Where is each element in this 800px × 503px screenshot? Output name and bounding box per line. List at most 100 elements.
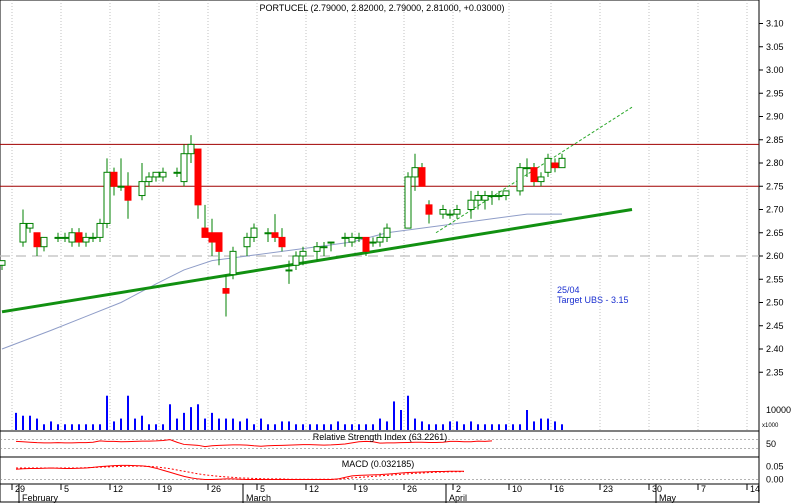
candle xyxy=(54,232,62,243)
volume-bar xyxy=(428,424,430,430)
date-tick-label: 2 xyxy=(456,484,461,494)
macd-line xyxy=(15,464,464,480)
volume-bar xyxy=(414,418,416,430)
month-label: March xyxy=(246,493,271,503)
candle xyxy=(327,241,335,252)
month-label: May xyxy=(659,493,677,503)
candle xyxy=(194,148,202,219)
candle xyxy=(68,228,76,247)
candle-body xyxy=(152,171,160,178)
volume-bar xyxy=(225,418,227,430)
month-label: February xyxy=(22,493,59,503)
candle xyxy=(362,236,370,256)
candle-body xyxy=(418,167,426,187)
candle xyxy=(537,172,545,187)
volume-bar xyxy=(442,424,444,430)
rsi-line xyxy=(15,439,493,448)
volume-bar xyxy=(15,412,17,430)
date-tick-label: 5 xyxy=(260,484,265,494)
candle xyxy=(523,158,531,177)
month-label: April xyxy=(449,493,467,503)
candle-body xyxy=(453,209,461,215)
candle-body xyxy=(180,153,188,183)
volume-bar xyxy=(85,424,87,430)
volume-bar xyxy=(29,415,31,430)
volume-bar xyxy=(274,424,276,430)
candle-body xyxy=(96,222,104,238)
candle xyxy=(488,190,496,205)
candle xyxy=(117,158,125,191)
candle xyxy=(145,172,153,187)
date-tick-label: 19 xyxy=(162,484,172,494)
candle xyxy=(110,167,118,196)
price-tick-label: 2.65 xyxy=(766,228,784,238)
candle xyxy=(467,190,475,219)
candle xyxy=(173,167,181,177)
volume-bar xyxy=(540,418,542,430)
volume-bar xyxy=(253,424,255,430)
candle xyxy=(474,190,482,210)
candle-body xyxy=(250,227,258,238)
candle xyxy=(103,158,111,229)
candle xyxy=(411,153,419,191)
volume-bar xyxy=(491,424,493,430)
candle xyxy=(215,232,223,266)
candle-body xyxy=(481,195,489,201)
candle-body xyxy=(495,195,503,198)
volume-bar xyxy=(323,424,325,430)
volume-bar xyxy=(36,418,38,430)
volume-bar xyxy=(190,407,192,430)
volume-bar xyxy=(239,421,241,430)
candle-body xyxy=(201,227,209,238)
candle xyxy=(26,222,34,233)
candle xyxy=(341,232,349,247)
price-axis: 2.35 2.40 2.45 2.50 2.55 2.60 2.65 2.70 2.75 2.80… xyxy=(759,19,791,484)
date-tick-label: 16 xyxy=(554,484,564,494)
volume-bar xyxy=(547,418,549,430)
candle xyxy=(376,232,384,247)
candle xyxy=(33,232,41,256)
price-tick-label: 2.70 xyxy=(766,205,784,215)
candle xyxy=(180,144,188,187)
volume-bar xyxy=(498,424,500,430)
candle-body xyxy=(292,255,300,266)
date-tick-label: 12 xyxy=(309,484,319,494)
candle-body xyxy=(103,171,111,224)
price-tick-label: 3.05 xyxy=(766,42,784,52)
volume-tick-label: 10000 xyxy=(766,405,791,415)
candle-body xyxy=(68,232,76,243)
candle xyxy=(551,158,559,173)
date-tick-label: 10 xyxy=(512,484,522,494)
volume-bar xyxy=(141,415,143,430)
candle xyxy=(299,246,307,266)
candle-body xyxy=(530,167,538,183)
volume-bar xyxy=(78,424,80,430)
candle xyxy=(446,209,454,219)
candle xyxy=(201,204,209,238)
candle xyxy=(320,242,328,256)
candle-body xyxy=(516,167,524,192)
volume-bar xyxy=(533,421,535,430)
candle xyxy=(82,232,90,247)
candle xyxy=(285,260,293,284)
rsi-label: Relative Strength Index (63.2261) xyxy=(313,432,448,442)
price-tick-label: 2.50 xyxy=(766,298,784,308)
volume-bar xyxy=(379,418,381,430)
candle-body xyxy=(229,250,237,276)
candle xyxy=(439,204,447,219)
volume-bar xyxy=(204,418,206,430)
candle-body xyxy=(299,250,307,257)
candle xyxy=(61,232,69,243)
price-tick-label: 2.60 xyxy=(766,251,784,261)
candle xyxy=(19,209,27,247)
volume-bar xyxy=(519,424,521,430)
candle-body xyxy=(159,171,167,178)
candle-body xyxy=(208,232,216,243)
candle-body xyxy=(502,190,510,197)
volume-bar xyxy=(232,418,234,430)
volume-bar xyxy=(470,421,472,430)
candle xyxy=(544,153,552,177)
volume-bar xyxy=(57,424,59,430)
volume-bar xyxy=(113,421,115,430)
